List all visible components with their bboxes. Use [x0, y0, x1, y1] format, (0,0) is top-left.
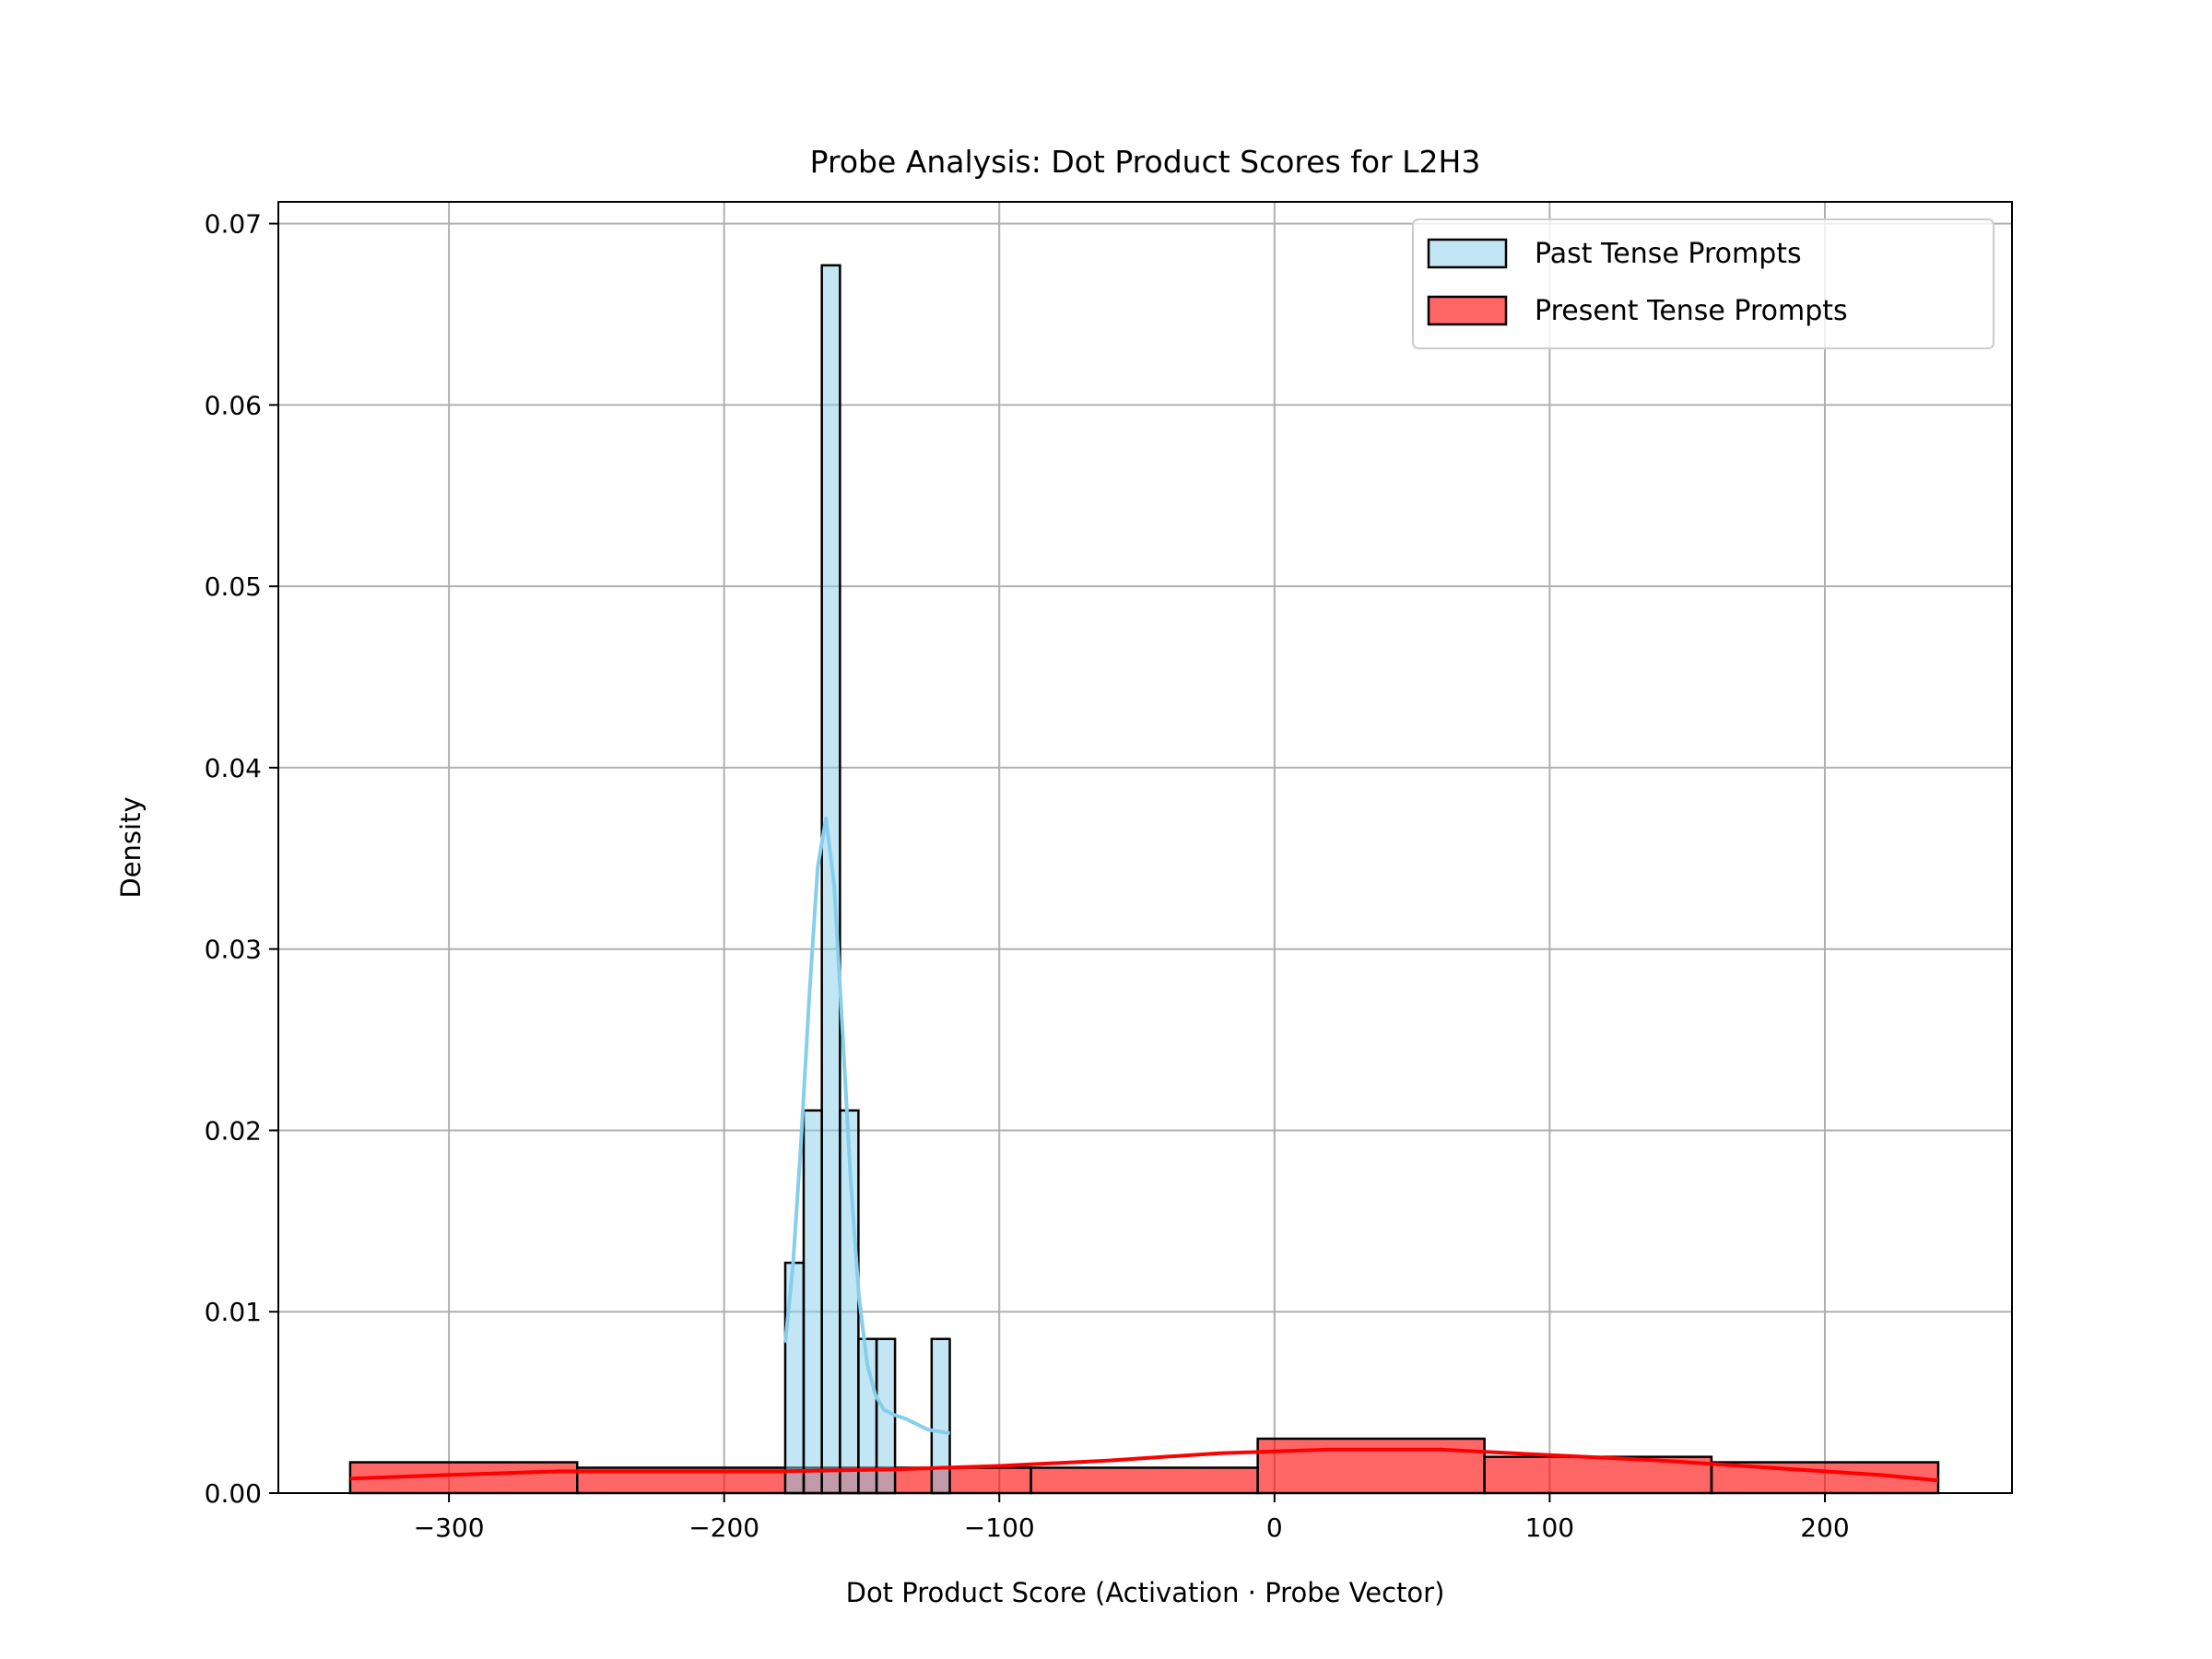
y-tick-label: 0.07	[205, 209, 262, 240]
present-tense-bar	[1030, 1466, 1259, 1495]
legend-swatch-past	[1427, 238, 1508, 269]
axis-ticks: −300 −200 −100 0 100 200 0.00 0.01 0.02 0.03 0.04 0…	[205, 209, 1850, 1543]
legend: Past Tense Prompts Present Tense Prompts	[1412, 218, 1994, 349]
grid	[278, 202, 2012, 1494]
chart-title: Probe Analysis: Dot Product Scores for L…	[810, 144, 1481, 180]
legend-label-present: Present Tense Prompts	[1535, 295, 1848, 327]
past-tense-kde-line	[783, 817, 950, 1436]
y-tick-label: 0.00	[205, 1478, 262, 1509]
kde-curves	[349, 817, 1939, 1483]
y-tick-label: 0.01	[205, 1297, 262, 1327]
present-tense-bar	[1256, 1437, 1486, 1495]
x-tick-label: 200	[1800, 1512, 1849, 1543]
y-tick-label: 0.04	[205, 753, 262, 783]
y-tick-label: 0.05	[205, 571, 262, 602]
x-tick-label: −200	[688, 1512, 759, 1543]
x-tick-label: −100	[964, 1512, 1035, 1543]
plot-frame	[277, 201, 2013, 1494]
legend-swatch-present	[1427, 295, 1508, 326]
legend-box	[1412, 218, 1994, 349]
y-tick-label: 0.03	[205, 935, 262, 965]
y-tick-label: 0.02	[205, 1115, 262, 1146]
past-tense-bar	[930, 1337, 951, 1495]
past-tense-bar	[802, 1109, 823, 1495]
x-tick-label: −300	[414, 1512, 485, 1543]
x-tick-label: 0	[1266, 1512, 1283, 1543]
present-tense-kde-line	[349, 1447, 1939, 1483]
past-tense-bar	[820, 264, 841, 1495]
y-tick-label: 0.06	[205, 390, 262, 420]
legend-label-past: Past Tense Prompts	[1535, 238, 1802, 270]
x-axis-label: Dot Product Score (Activation · Probe Ve…	[846, 1577, 1445, 1608]
x-tick-label: 100	[1525, 1512, 1574, 1543]
y-axis-label: Density	[115, 796, 147, 898]
